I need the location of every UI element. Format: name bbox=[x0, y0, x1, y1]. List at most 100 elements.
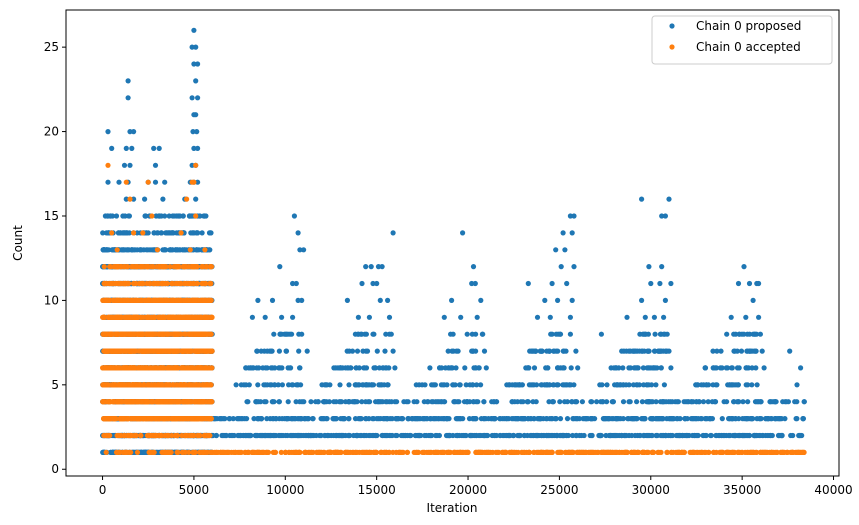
proposed-point bbox=[243, 382, 249, 388]
accepted-point bbox=[174, 416, 180, 422]
proposed-point bbox=[363, 399, 369, 405]
proposed-point bbox=[568, 365, 574, 371]
proposed-point bbox=[598, 399, 604, 405]
proposed-point bbox=[703, 382, 710, 388]
proposed-point bbox=[230, 416, 236, 422]
proposed-point bbox=[743, 365, 749, 371]
proposed-point bbox=[370, 382, 377, 388]
proposed-point bbox=[740, 399, 746, 405]
proposed-point bbox=[420, 416, 426, 422]
proposed-point bbox=[385, 297, 391, 303]
proposed-point bbox=[576, 416, 583, 422]
proposed-point bbox=[550, 399, 557, 405]
proposed-point bbox=[747, 331, 753, 337]
proposed-point bbox=[268, 365, 274, 371]
proposed-point bbox=[174, 230, 180, 236]
proposed-point bbox=[151, 145, 157, 151]
proposed-point bbox=[385, 382, 391, 388]
proposed-point bbox=[573, 432, 579, 439]
proposed-point bbox=[779, 416, 785, 422]
proposed-point bbox=[497, 432, 503, 439]
proposed-point bbox=[354, 348, 361, 354]
proposed-point bbox=[717, 365, 724, 371]
proposed-point bbox=[683, 432, 690, 439]
proposed-point bbox=[423, 432, 429, 439]
proposed-point bbox=[169, 230, 175, 236]
proposed-point bbox=[650, 416, 656, 422]
proposed-point bbox=[708, 432, 714, 439]
proposed-point bbox=[327, 382, 333, 388]
proposed-point bbox=[346, 382, 352, 388]
proposed-point bbox=[736, 331, 742, 337]
proposed-point bbox=[243, 365, 249, 371]
proposed-point bbox=[732, 432, 738, 439]
proposed-point bbox=[263, 432, 269, 439]
proposed-point bbox=[730, 382, 737, 388]
proposed-point bbox=[337, 382, 343, 388]
proposed-point bbox=[352, 416, 359, 422]
proposed-point bbox=[571, 213, 577, 219]
proposed-point bbox=[447, 432, 453, 439]
proposed-point bbox=[646, 264, 652, 270]
proposed-point bbox=[710, 348, 716, 354]
proposed-point bbox=[713, 432, 720, 439]
proposed-point bbox=[277, 331, 283, 337]
proposed-point bbox=[519, 382, 525, 388]
accepted-point bbox=[191, 399, 197, 405]
proposed-point bbox=[469, 348, 475, 354]
accepted-point bbox=[159, 416, 165, 422]
proposed-point bbox=[390, 230, 396, 236]
proposed-point bbox=[659, 213, 665, 219]
proposed-point bbox=[677, 416, 683, 422]
proposed-point bbox=[363, 348, 369, 354]
proposed-point bbox=[734, 399, 740, 405]
proposed-point bbox=[779, 432, 785, 439]
proposed-point bbox=[642, 314, 648, 320]
proposed-point bbox=[193, 44, 199, 50]
proposed-point bbox=[375, 264, 382, 270]
proposed-point bbox=[729, 365, 735, 371]
proposed-point bbox=[152, 179, 159, 185]
proposed-point bbox=[336, 399, 342, 405]
proposed-point bbox=[657, 280, 663, 287]
proposed-point bbox=[193, 247, 199, 253]
proposed-point bbox=[753, 348, 759, 354]
proposed-point bbox=[681, 399, 687, 405]
proposed-point bbox=[472, 280, 478, 287]
proposed-point bbox=[264, 382, 270, 388]
proposed-point bbox=[295, 432, 302, 439]
proposed-point bbox=[195, 145, 201, 151]
proposed-point bbox=[668, 432, 674, 439]
proposed-point bbox=[162, 213, 168, 219]
proposed-point bbox=[759, 348, 765, 354]
proposed-point bbox=[645, 331, 652, 337]
proposed-point bbox=[384, 432, 390, 439]
proposed-point bbox=[134, 230, 140, 236]
proposed-point bbox=[374, 348, 380, 354]
proposed-point bbox=[629, 432, 635, 439]
proposed-point bbox=[668, 280, 674, 287]
proposed-point bbox=[453, 365, 459, 371]
proposed-point bbox=[284, 432, 291, 439]
proposed-point bbox=[661, 382, 668, 388]
proposed-point bbox=[126, 230, 132, 236]
proposed-point bbox=[702, 365, 709, 371]
proposed-point bbox=[727, 416, 733, 422]
proposed-point bbox=[738, 432, 744, 439]
proposed-point bbox=[614, 382, 620, 388]
proposed-point bbox=[424, 416, 430, 422]
proposed-point bbox=[358, 416, 364, 422]
proposed-point bbox=[344, 297, 350, 303]
proposed-point bbox=[712, 399, 719, 405]
proposed-point bbox=[726, 432, 732, 439]
accepted-point bbox=[189, 416, 195, 422]
proposed-point bbox=[787, 348, 793, 354]
proposed-point bbox=[634, 382, 640, 388]
proposed-point bbox=[206, 247, 213, 253]
proposed-point bbox=[392, 365, 398, 371]
proposed-point bbox=[481, 432, 487, 439]
proposed-point bbox=[394, 399, 400, 405]
proposed-point bbox=[279, 416, 285, 422]
proposed-point bbox=[131, 196, 137, 202]
